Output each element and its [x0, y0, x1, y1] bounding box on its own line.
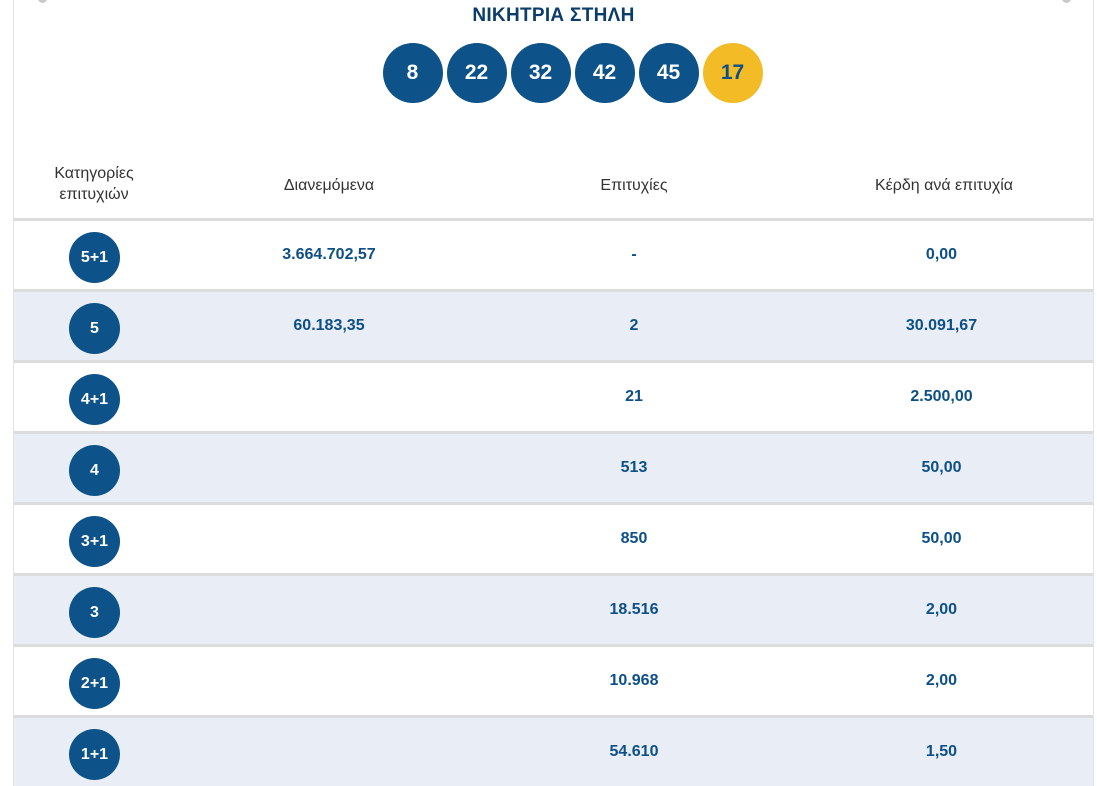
number-ball: 42	[574, 43, 635, 103]
top-left-mark	[38, 0, 47, 3]
table-row: 3 18.516 2,00	[14, 573, 1093, 644]
header-distributed: Διανεμόμενα	[283, 177, 375, 194]
category-badge: 4	[69, 445, 120, 496]
top-right-mark	[1062, 0, 1071, 3]
prize-cell: 30.091,67	[905, 317, 978, 334]
winners-cell: 54.610	[609, 743, 659, 760]
winners-cell: 18.516	[609, 601, 659, 618]
number-ball: 45	[638, 43, 699, 103]
category-badge: 1+1	[69, 729, 120, 780]
category-badge: 5	[69, 303, 120, 354]
winners-cell: 513	[620, 459, 648, 476]
prize-cell: 50,00	[921, 530, 962, 547]
category-badge: 4+1	[69, 374, 120, 425]
table-row: 5 60.183,35 2 30.091,67	[14, 289, 1093, 360]
prize-cell: 0,00	[925, 246, 958, 263]
header-prize-per-winner: Κέρδη ανά επιτυχία	[874, 177, 1014, 194]
header-categories: Κατηγορίες επιτυχιών	[29, 163, 159, 205]
winners-cell: 2	[629, 317, 639, 334]
category-badge: 3+1	[69, 516, 120, 567]
distributed-cell: 3.664.702,57	[282, 246, 376, 263]
table-row: 3+1 850 50,00	[14, 502, 1093, 573]
table-row: 1+1 54.610 1,50	[14, 715, 1093, 786]
prize-table-body: 5+1 3.664.702,57 - 0,00 5 60.183,35 2 30…	[14, 218, 1093, 786]
category-badge: 5+1	[69, 232, 120, 283]
number-ball: 32	[510, 43, 571, 103]
prize-cell: 2.500,00	[910, 388, 973, 405]
header-winners: Επιτυχίες	[600, 177, 668, 194]
winning-column-title: ΝΙΚΗΤΡΙΑ ΣΤΗΛΗ	[472, 5, 635, 26]
category-badge: 3	[69, 587, 120, 638]
results-panel: ΝΙΚΗΤΡΙΑ ΣΤΗΛΗ 8 22 32 42 45 17 Κατηγορί…	[13, 0, 1094, 786]
table-row: 5+1 3.664.702,57 - 0,00	[14, 218, 1093, 289]
table-row: 4+1 21 2.500,00	[14, 360, 1093, 431]
header-categories-line2: επιτυχιών	[59, 186, 129, 203]
table-row: 2+1 10.968 2,00	[14, 644, 1093, 715]
prize-cell: 50,00	[921, 459, 962, 476]
category-badge: 2+1	[69, 658, 120, 709]
distributed-cell: 60.183,35	[293, 317, 365, 334]
header-categories-line1: Κατηγορίες	[54, 165, 134, 182]
prize-cell: 2,00	[925, 672, 958, 689]
table-row: 4 513 50,00	[14, 431, 1093, 502]
winning-numbers: 8 22 32 42 45 17	[14, 43, 1093, 103]
prize-cell: 1,50	[925, 743, 958, 760]
bonus-ball: 17	[702, 43, 763, 103]
winners-cell: 10.968	[609, 672, 659, 689]
winners-cell: 850	[620, 530, 648, 547]
number-ball: 22	[446, 43, 507, 103]
winners-cell: 21	[625, 388, 643, 405]
winners-cell: -	[631, 246, 637, 263]
prize-cell: 2,00	[925, 601, 958, 618]
number-ball: 8	[382, 43, 443, 103]
table-header: Κατηγορίες επιτυχιών Διανεμόμενα Επιτυχί…	[14, 160, 1093, 218]
